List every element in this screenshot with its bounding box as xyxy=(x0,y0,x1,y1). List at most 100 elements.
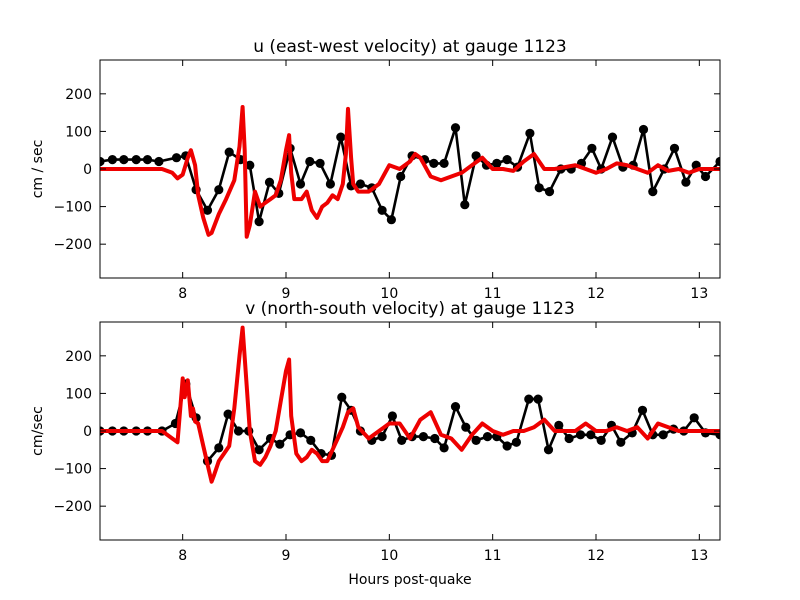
observed-point xyxy=(502,155,512,165)
observed-point xyxy=(450,123,461,133)
observed-point xyxy=(233,426,244,436)
observed-point xyxy=(658,430,668,440)
observed-point xyxy=(254,445,264,455)
observed-point xyxy=(575,430,586,440)
observed-point xyxy=(616,437,626,447)
observed-point xyxy=(325,179,335,189)
chart-title: v (north-south velocity) at gauge 1123 xyxy=(245,299,575,319)
observed-point xyxy=(396,171,406,182)
x-tick-label: 13 xyxy=(690,286,708,302)
observed-point xyxy=(689,413,699,423)
y-tick-label: 0 xyxy=(83,424,92,440)
observed-point xyxy=(429,158,439,168)
observed-point xyxy=(543,445,554,455)
observed-point xyxy=(461,422,471,432)
y-tick-label: 100 xyxy=(65,124,92,140)
observed-point xyxy=(596,435,606,445)
observed-point xyxy=(107,155,117,165)
observed-point xyxy=(245,160,255,170)
x-tick-label: 8 xyxy=(178,548,187,564)
observed-point xyxy=(586,430,596,440)
observed-point xyxy=(669,143,680,153)
observed-point xyxy=(336,132,346,142)
observed-point xyxy=(171,153,182,163)
observed-point xyxy=(377,432,387,442)
y-tick-label: −100 xyxy=(54,200,92,216)
x-tick-label: 12 xyxy=(587,286,605,302)
y-tick-label: −100 xyxy=(54,462,92,478)
y-tick-label: −200 xyxy=(54,499,92,515)
observed-point xyxy=(638,124,649,135)
observed-point xyxy=(154,156,164,167)
observed-point xyxy=(337,392,347,402)
x-tick-label: 9 xyxy=(282,548,291,564)
observed-point xyxy=(131,155,141,165)
model-series-1 xyxy=(100,105,720,239)
x-tick-label: 10 xyxy=(380,548,398,564)
x-tick-label: 10 xyxy=(380,286,398,302)
x-tick-label: 12 xyxy=(587,548,605,564)
chart-title: u (east-west velocity) at gauge 1123 xyxy=(253,37,567,57)
x-tick-label: 8 xyxy=(178,286,187,302)
observed-point xyxy=(450,402,461,412)
observed-point xyxy=(100,156,105,167)
observed-point xyxy=(224,147,234,157)
observed-point xyxy=(214,185,224,195)
observed-point xyxy=(305,156,315,167)
x-tick-label: 9 xyxy=(282,286,291,302)
observed-point xyxy=(254,217,264,227)
y-tick-label: 200 xyxy=(65,349,92,365)
observed-point xyxy=(355,179,365,189)
observed-point xyxy=(648,187,658,197)
observed-point xyxy=(142,155,153,165)
y-tick-label: 0 xyxy=(83,162,92,178)
observed-point xyxy=(715,156,720,167)
y-tick-label: −200 xyxy=(54,237,92,253)
observed-point xyxy=(439,158,449,168)
observed-point xyxy=(119,155,129,165)
observed-point xyxy=(544,187,555,197)
x-tick-label: 11 xyxy=(484,548,502,564)
observed-point xyxy=(533,394,543,404)
y-axis-label: cm/sec xyxy=(30,406,46,456)
observed-point xyxy=(587,143,597,153)
observed-point xyxy=(377,205,387,215)
observed-point xyxy=(418,432,428,442)
observed-point xyxy=(524,394,534,404)
observed-point xyxy=(525,128,535,138)
observed-point xyxy=(482,432,493,442)
chart-panel-1: 8 9 10 11 12 13 200 100 0 −100 −200 u (east-west ve… xyxy=(30,37,721,302)
observed-point xyxy=(700,171,711,182)
observed-point xyxy=(295,179,306,189)
chart-panel-2: 8 9 10 11 12 13 200 100 0 −100 −200 v (north-south … xyxy=(30,299,721,588)
observed-point xyxy=(264,177,275,187)
observed-point xyxy=(202,205,213,215)
observed-point xyxy=(295,428,306,438)
observed-point xyxy=(386,215,396,225)
observed-point xyxy=(439,443,449,453)
observed-point xyxy=(637,405,648,415)
observed-point xyxy=(471,435,481,445)
observed-point xyxy=(223,409,233,419)
x-tick-label: 11 xyxy=(484,286,502,302)
observed-point xyxy=(511,437,521,447)
y-tick-label: 100 xyxy=(65,386,92,402)
x-tick-label: 13 xyxy=(690,548,708,564)
observed-point xyxy=(397,435,407,445)
y-tick-label: 200 xyxy=(65,87,92,103)
observed-point xyxy=(306,435,316,445)
observed-point xyxy=(315,158,325,168)
observed-point xyxy=(430,433,440,444)
observed-point xyxy=(607,132,618,142)
model-series-2 xyxy=(100,325,720,484)
model-line-1 xyxy=(100,105,720,239)
observed-point xyxy=(554,420,564,430)
observed-point xyxy=(502,441,512,451)
y-axis-label: cm / sec xyxy=(30,140,46,199)
observed-point xyxy=(534,183,544,193)
observed-point xyxy=(460,200,470,210)
observed-point xyxy=(214,443,224,453)
observed-point xyxy=(387,411,397,421)
observed-point xyxy=(564,433,574,444)
